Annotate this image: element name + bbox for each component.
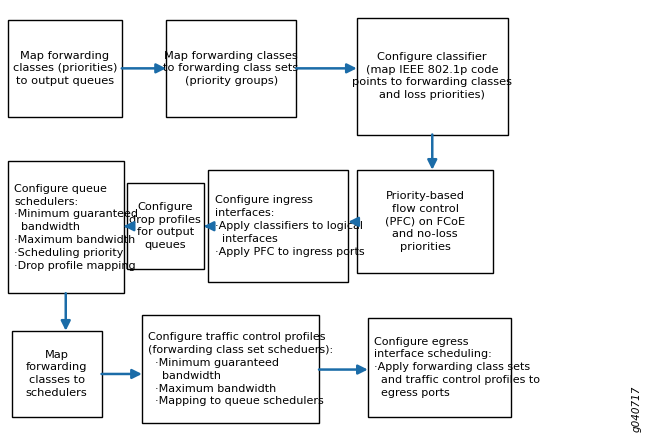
Text: Configure
drop profiles
for output
queues: Configure drop profiles for output queue… bbox=[130, 202, 201, 250]
Bar bbox=[142, 315, 319, 423]
Text: Map forwarding classes
to forwarding class sets
(priority groups): Map forwarding classes to forwarding cla… bbox=[163, 51, 299, 86]
Bar bbox=[166, 20, 296, 117]
Text: Configure egress
interface scheduling:
·Apply forwarding class sets
  and traffi: Configure egress interface scheduling: ·… bbox=[374, 336, 540, 398]
Text: g040717: g040717 bbox=[631, 386, 641, 432]
Bar bbox=[357, 170, 493, 273]
Text: Map
forwarding
classes to
schedulers: Map forwarding classes to schedulers bbox=[26, 350, 87, 398]
Bar bbox=[357, 18, 508, 135]
Bar bbox=[127, 183, 204, 269]
Bar bbox=[12, 331, 102, 417]
Bar bbox=[208, 170, 348, 282]
Text: Configure traffic control profiles
(forwarding class set scheduers):
  ·Minimum : Configure traffic control profiles (forw… bbox=[148, 333, 333, 406]
Text: Map forwarding
classes (priorities)
to output queues: Map forwarding classes (priorities) to o… bbox=[12, 51, 117, 86]
Text: Configure ingress
interfaces:
·Apply classifiers to logical
  interfaces
·Apply : Configure ingress interfaces: ·Apply cla… bbox=[215, 195, 365, 257]
Bar bbox=[8, 20, 122, 117]
Text: Configure queue
schedulers:
·Minimum guaranteed
  bandwidth
·Maximum bandwidth
·: Configure queue schedulers: ·Minimum gua… bbox=[14, 184, 138, 270]
Bar bbox=[8, 161, 124, 293]
Bar bbox=[368, 318, 511, 417]
Text: Configure classifier
(map IEEE 802.1p code
points to forwarding classes
and loss: Configure classifier (map IEEE 802.1p co… bbox=[352, 52, 512, 100]
Text: Priority-based
flow control
(PFC) on FCoE
and no-loss
priorities: Priority-based flow control (PFC) on FCo… bbox=[385, 191, 465, 252]
